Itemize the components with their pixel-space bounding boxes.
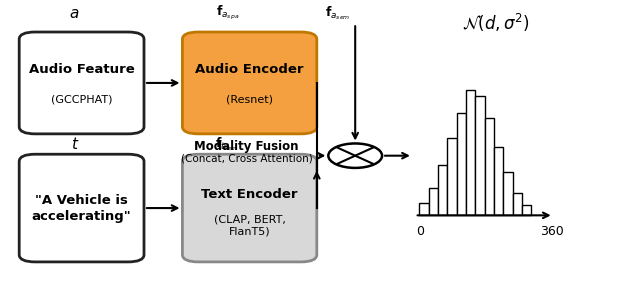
Text: (GCCPHAT): (GCCPHAT) [51, 94, 113, 104]
Text: $\mathbf{f}_{a_{sem}}$: $\mathbf{f}_{a_{sem}}$ [324, 4, 350, 22]
Text: 0: 0 [416, 225, 424, 238]
Bar [513, 193, 522, 215]
Text: $\mathbf{f}_{t_{sem}}$: $\mathbf{f}_{t_{sem}}$ [216, 135, 239, 153]
Bar [494, 146, 503, 215]
Text: (Resnet): (Resnet) [226, 94, 273, 104]
Bar [484, 118, 494, 215]
FancyBboxPatch shape [182, 32, 317, 134]
Bar [522, 205, 531, 215]
Bar [438, 165, 447, 215]
Text: $\mathbf{f}_{a_{spa}}$: $\mathbf{f}_{a_{spa}}$ [216, 4, 239, 22]
Text: t: t [70, 136, 77, 152]
Text: Modality Fusion: Modality Fusion [194, 141, 299, 153]
Bar [447, 138, 456, 215]
Text: $\mathcal{N}(d, \sigma^2)$: $\mathcal{N}(d, \sigma^2)$ [462, 12, 530, 34]
Bar [456, 113, 466, 215]
Text: Text Encoder: Text Encoder [202, 188, 298, 200]
FancyBboxPatch shape [182, 154, 317, 262]
Text: "A Vehicle is
accelerating": "A Vehicle is accelerating" [32, 194, 131, 223]
Text: (CLAP, BERT,
FlanT5): (CLAP, BERT, FlanT5) [214, 214, 285, 237]
FancyBboxPatch shape [19, 154, 144, 262]
Bar [466, 90, 475, 215]
Text: a: a [69, 6, 78, 21]
Bar [503, 172, 513, 215]
Bar [429, 188, 438, 215]
Bar [476, 97, 484, 215]
Text: 360: 360 [540, 225, 564, 238]
Text: (Concat, Cross Attention): (Concat, Cross Attention) [180, 154, 312, 164]
Text: Audio Feature: Audio Feature [29, 63, 134, 76]
Text: Audio Encoder: Audio Encoder [195, 63, 304, 76]
Bar [419, 203, 429, 215]
FancyBboxPatch shape [19, 32, 144, 134]
